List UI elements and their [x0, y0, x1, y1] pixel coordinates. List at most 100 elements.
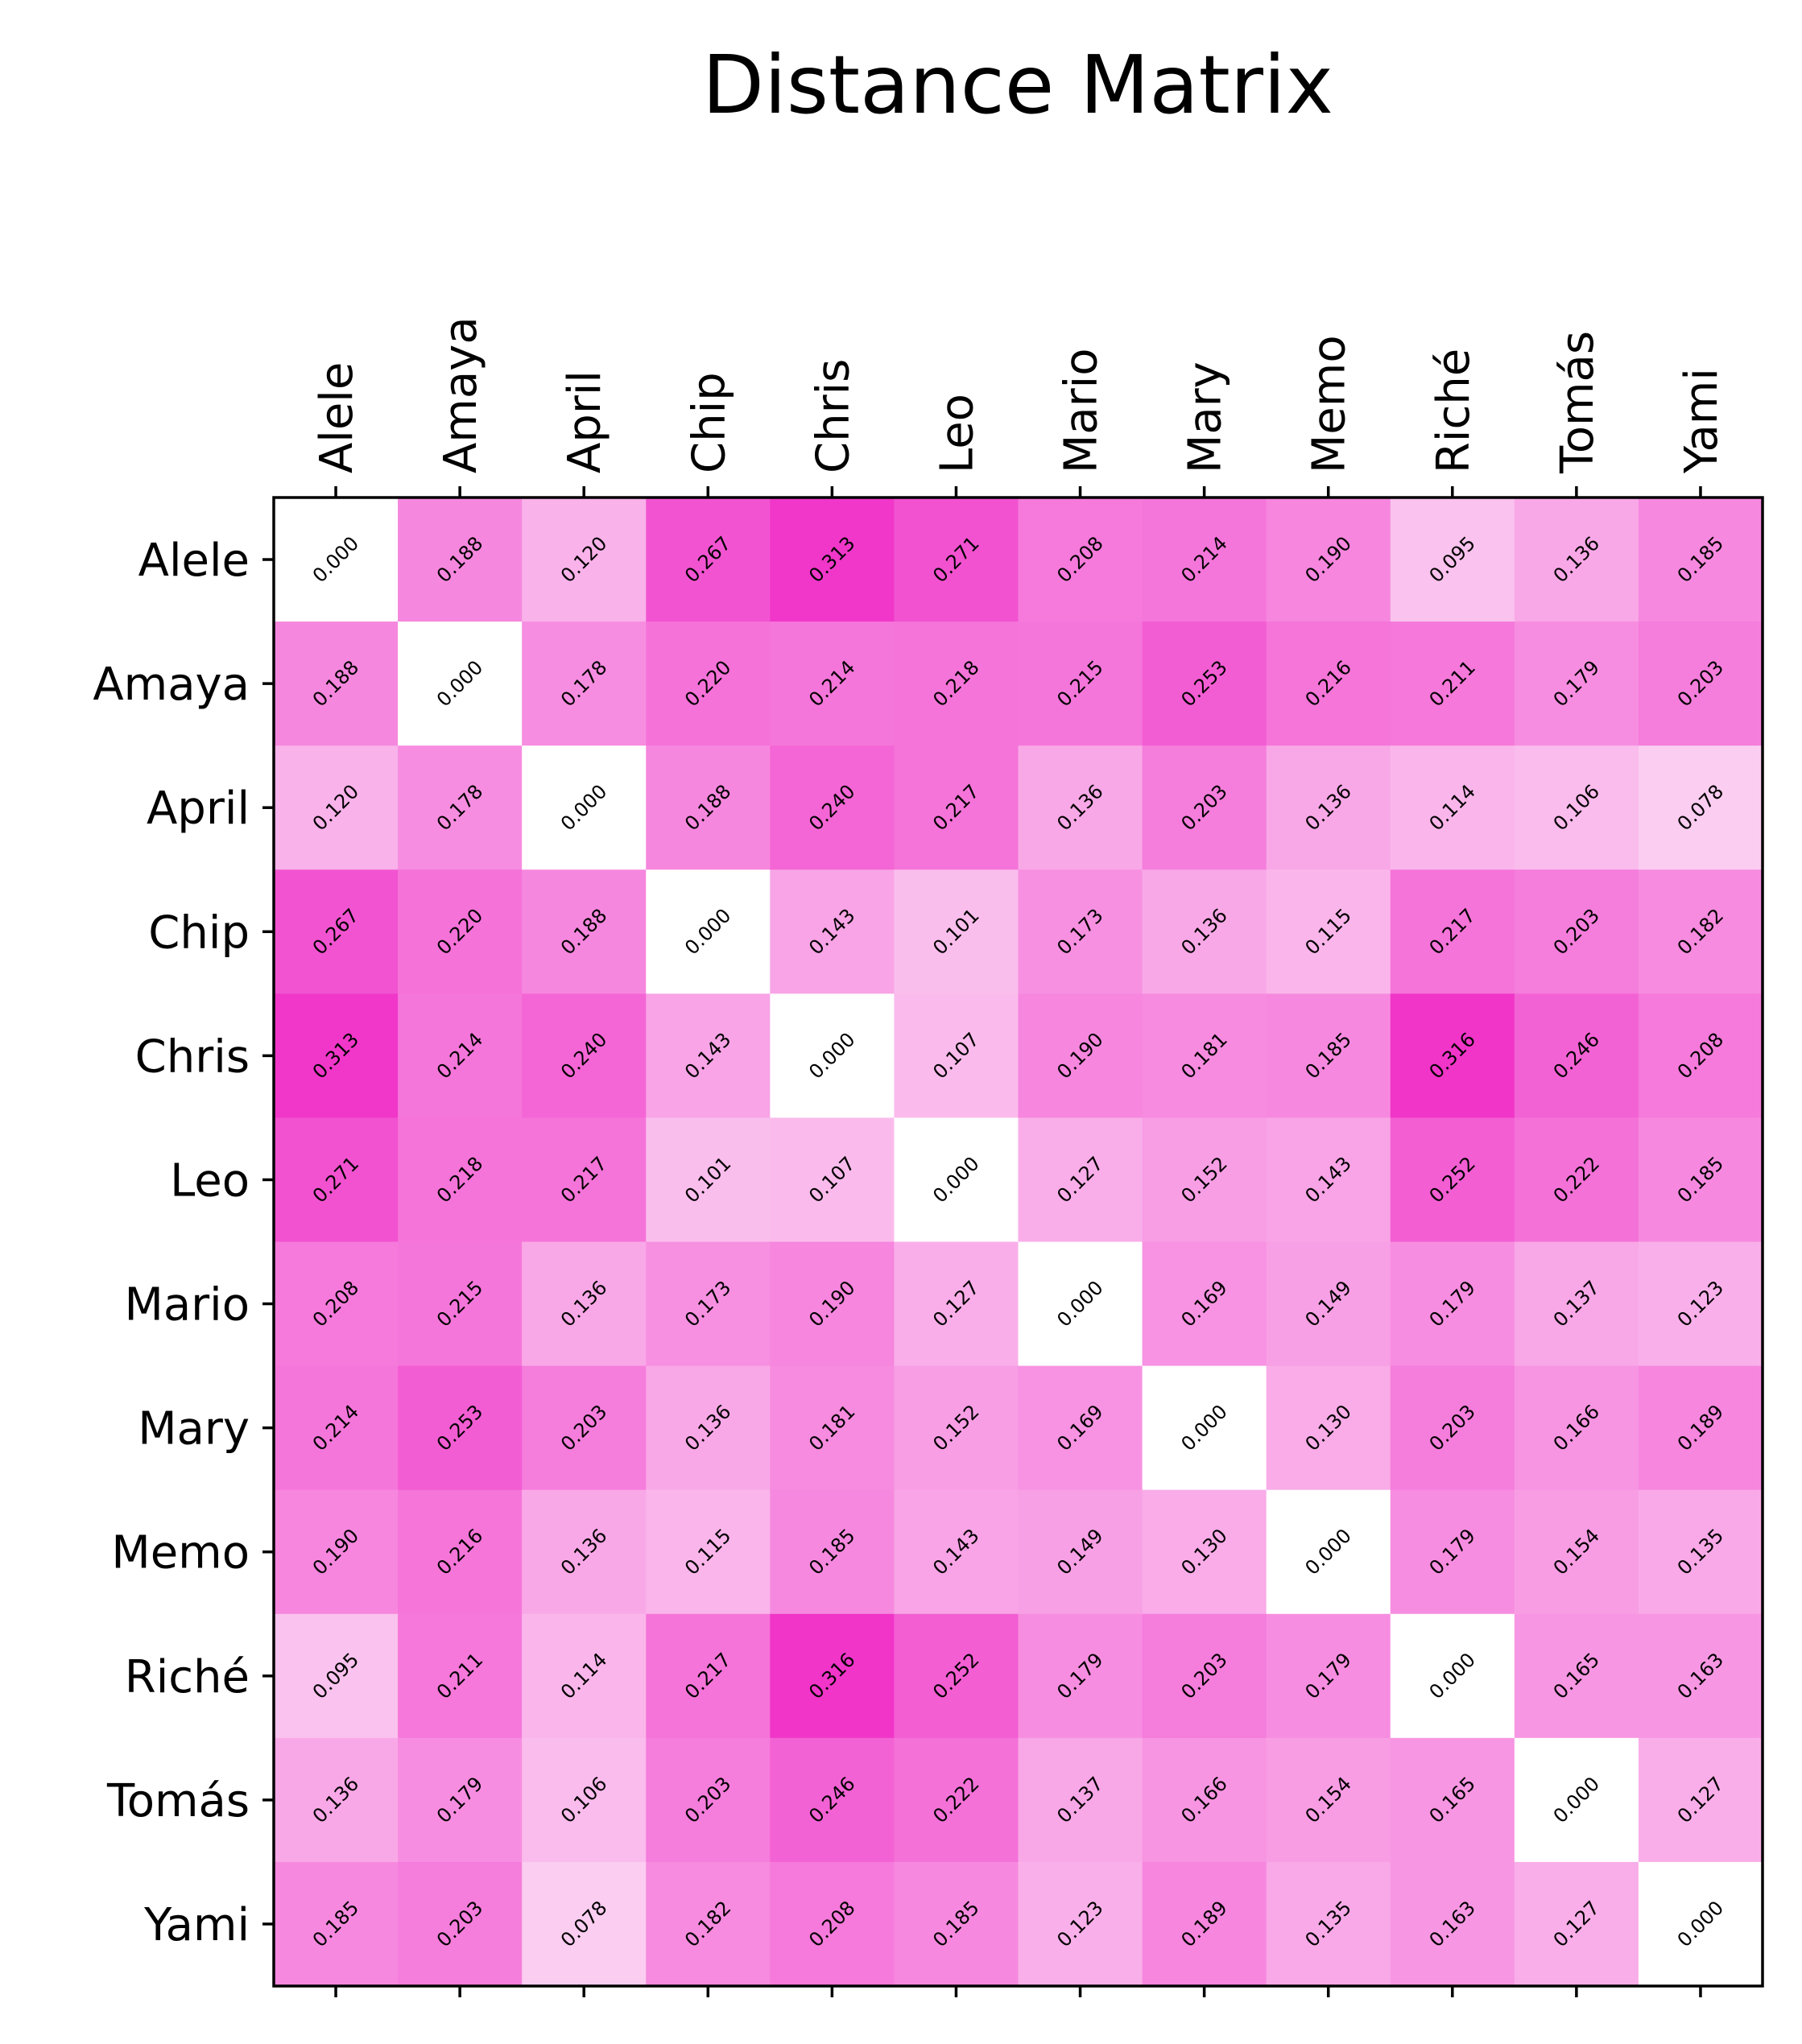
x-tick-label: Tomás [1552, 331, 1604, 474]
y-tick-label: Riché [125, 1651, 250, 1703]
heatmap-cell [522, 1489, 647, 1615]
heatmap-cell [1514, 621, 1639, 746]
heatmap-cell [646, 993, 771, 1118]
heatmap-cell [1638, 1737, 1763, 1863]
heatmap-cell [274, 993, 399, 1118]
heatmap-cell [1266, 1737, 1391, 1863]
heatmap-cell [894, 1737, 1019, 1863]
heatmap-cell [770, 1737, 895, 1863]
heatmap-cell [274, 621, 399, 746]
heatmap-cell [1638, 621, 1763, 746]
heatmap-cell [522, 1861, 647, 1987]
heatmap-cell [770, 869, 895, 994]
heatmap-cell [894, 1365, 1019, 1491]
heatmap-cell [522, 869, 647, 994]
heatmap-cell [1266, 621, 1391, 746]
heatmap-cell [770, 498, 895, 622]
heatmap-cell [770, 1365, 895, 1491]
heatmap-cell [894, 869, 1019, 994]
heatmap-cell [398, 498, 523, 622]
heatmap-cell [1514, 1737, 1639, 1863]
x-tick-label: April [559, 370, 611, 473]
heatmap-cell [1390, 1365, 1515, 1491]
heatmap-cell [1514, 869, 1639, 994]
heatmap-cell [1514, 1241, 1639, 1367]
heatmap-cell [274, 1613, 399, 1739]
heatmap-cell [1018, 1861, 1143, 1987]
x-tick-label: Leo [931, 394, 983, 473]
heatmap-cell [770, 1241, 895, 1367]
heatmap-cell [1390, 1241, 1515, 1367]
heatmap-cell [1514, 498, 1639, 622]
heatmap-cell [1018, 1365, 1143, 1491]
heatmap-cell [1142, 621, 1267, 746]
heatmap-cell [1018, 1613, 1143, 1739]
heatmap-cell [398, 1613, 523, 1739]
heatmap-cell [1638, 1365, 1763, 1491]
heatmap-cell [646, 621, 771, 746]
x-tick-label: Alele [311, 362, 363, 473]
heatmap-cell [274, 1489, 399, 1615]
x-tick-label: Amaya [435, 316, 487, 473]
heatmap-cell [1390, 745, 1515, 870]
heatmap-cell [1142, 1365, 1267, 1491]
heatmap-cell [894, 1241, 1019, 1367]
heatmap-cell [1142, 993, 1267, 1118]
heatmap-cell [274, 745, 399, 870]
x-tick-label: Chip [683, 372, 735, 473]
heatmap-cell [1266, 1861, 1391, 1987]
heatmap-cell [1390, 1737, 1515, 1863]
heatmap-cell [1638, 498, 1763, 622]
heatmap-cell [646, 1365, 771, 1491]
heatmap-cell [1266, 869, 1391, 994]
heatmap-cell [1390, 869, 1515, 994]
plot-frame [272, 496, 1764, 1988]
heatmap-cell [522, 1117, 647, 1242]
heatmap-cell [1142, 869, 1267, 994]
x-tick-label: Riché [1428, 349, 1480, 473]
heatmap-cell [770, 1613, 895, 1739]
heatmap-cell [1638, 993, 1763, 1118]
heatmap-cell [1638, 869, 1763, 994]
heatmap-cell [646, 498, 771, 622]
heatmap-cell [522, 1737, 647, 1863]
heatmap-cell [398, 1241, 523, 1367]
y-tick-label: April [147, 783, 250, 835]
heatmap-cell [398, 621, 523, 746]
y-tick-label: Chris [135, 1030, 250, 1083]
heatmap-cell [274, 498, 399, 622]
heatmap-cell [274, 1241, 399, 1367]
heatmap-cell [398, 1737, 523, 1863]
heatmap-cell [1266, 498, 1391, 622]
heatmap-cell [1018, 621, 1143, 746]
heatmap-cell [1018, 1241, 1143, 1367]
heatmap-cell [1638, 1861, 1763, 1987]
heatmap-cell [398, 993, 523, 1118]
heatmap-cell [1514, 993, 1639, 1118]
heatmap-cell [1142, 1737, 1267, 1863]
heatmap-cell [522, 993, 647, 1118]
heatmap-cell [1266, 1365, 1391, 1491]
y-tick-label: Amaya [93, 659, 250, 711]
x-tick-label: Mario [1056, 349, 1108, 473]
heatmap-cell [398, 1117, 523, 1242]
heatmap-cell [398, 1489, 523, 1615]
heatmap-cell [522, 621, 647, 746]
heatmap-cell [522, 1613, 647, 1739]
heatmap-cell [1142, 498, 1267, 622]
chart-title: Distance Matrix [702, 38, 1333, 132]
heatmap-cell [1514, 1365, 1639, 1491]
y-tick-label: Leo [170, 1154, 250, 1207]
heatmap-cell [1266, 1489, 1391, 1615]
heatmap-cell [646, 1489, 771, 1615]
heatmap-cell [1390, 1117, 1515, 1242]
heatmap-cell [274, 1117, 399, 1242]
heatmap-cell [398, 1365, 523, 1491]
heatmap-cell [1514, 1861, 1639, 1987]
heatmap-cell [274, 1365, 399, 1491]
heatmap-cell [1514, 1489, 1639, 1615]
heatmap-cell [1142, 1489, 1267, 1615]
heatmap-cell [770, 1117, 895, 1242]
heatmap-cells [274, 498, 1763, 1987]
